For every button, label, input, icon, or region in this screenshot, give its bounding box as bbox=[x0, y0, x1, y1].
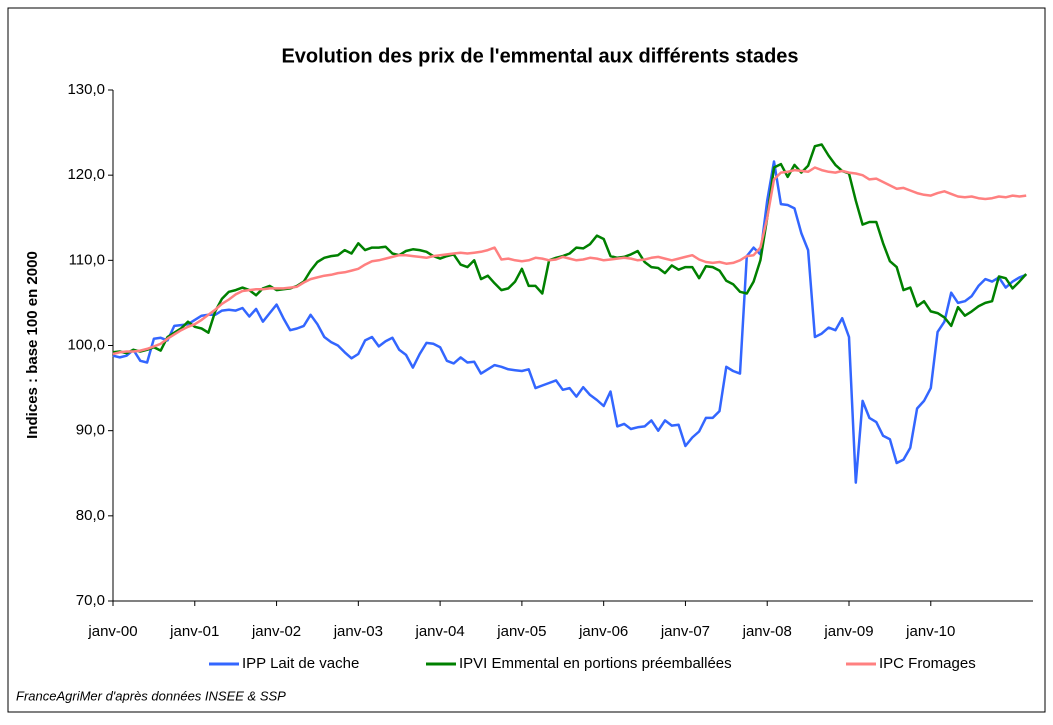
x-tick-label: janv-02 bbox=[251, 623, 301, 640]
y-tick-label: 80,0 bbox=[76, 507, 105, 524]
y-tick-label: 70,0 bbox=[76, 592, 105, 609]
y-tick-label: 90,0 bbox=[76, 422, 105, 439]
chart-frame bbox=[7, 7, 1046, 713]
y-tick-label: 130,0 bbox=[67, 81, 105, 98]
y-tick-label: 100,0 bbox=[67, 336, 105, 353]
x-tick-label: janv-04 bbox=[415, 623, 465, 640]
series-line bbox=[112, 160, 1027, 484]
x-tick-label: janv-05 bbox=[496, 623, 546, 640]
x-tick-label: janv-03 bbox=[333, 623, 383, 640]
y-tick-label: 120,0 bbox=[67, 166, 105, 183]
x-tick-label: janv-10 bbox=[905, 623, 955, 640]
y-axis-label: Indices : base 100 en 2000 bbox=[24, 251, 41, 439]
x-tick-label: janv-00 bbox=[87, 623, 137, 640]
legend-label: IPVI Emmental en portions préemballées bbox=[459, 655, 732, 672]
x-tick-label: janv-07 bbox=[660, 623, 710, 640]
x-tick-label: janv-09 bbox=[823, 623, 873, 640]
x-tick-label: janv-01 bbox=[169, 623, 219, 640]
x-tick-label: janv-06 bbox=[578, 623, 628, 640]
series-line bbox=[112, 143, 1028, 355]
legend-label: IPP Lait de vache bbox=[242, 655, 359, 672]
x-tick-label: janv-08 bbox=[742, 623, 792, 640]
y-tick-label: 110,0 bbox=[69, 251, 105, 268]
source-note: FranceAgriMer d'après données INSEE & SS… bbox=[16, 688, 286, 703]
legend-label: IPC Fromages bbox=[879, 655, 976, 672]
series-line bbox=[112, 166, 1027, 356]
chart-title: Evolution des prix de l'emmental aux dif… bbox=[281, 45, 798, 67]
